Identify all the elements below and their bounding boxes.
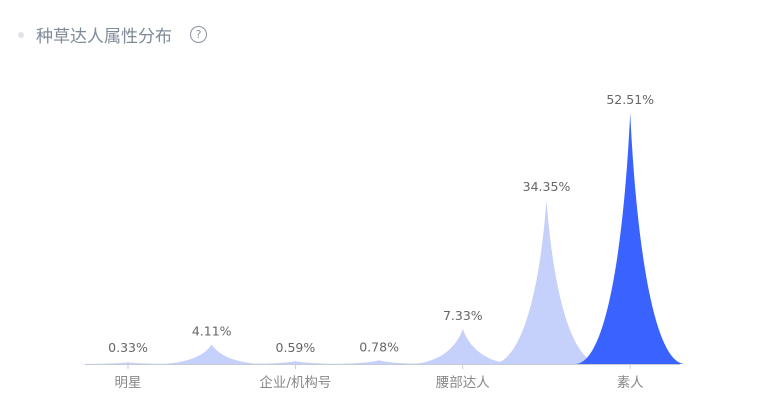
data-label: 0.33% [108, 340, 148, 355]
data-label: 0.59% [276, 340, 316, 355]
chart-title-bar: 种草达人属性分布 ? [18, 22, 207, 47]
data-label: 52.51% [606, 92, 654, 107]
bar-mark [575, 113, 686, 364]
bar-mark [407, 328, 518, 364]
bar-mark [73, 362, 183, 364]
bar-mark [324, 360, 435, 364]
bar-mark [240, 361, 351, 364]
data-label: 4.11% [192, 323, 232, 338]
title-dot-icon [18, 31, 24, 38]
bar-mark [156, 344, 267, 364]
data-label: 0.78% [359, 339, 399, 354]
data-label: 7.33% [443, 308, 483, 323]
x-tick-label: 素人 [617, 375, 644, 391]
chart-title: 种草达人属性分布 [36, 27, 172, 47]
bar-mark [491, 199, 602, 364]
data-label: 34.35% [523, 179, 571, 194]
question-circle-icon[interactable]: ? [190, 26, 207, 43]
x-tick-label: 腰部达人 [436, 375, 490, 391]
x-tick-label: 明星 [115, 375, 142, 391]
x-tick-label: 企业/机构号 [259, 374, 331, 391]
